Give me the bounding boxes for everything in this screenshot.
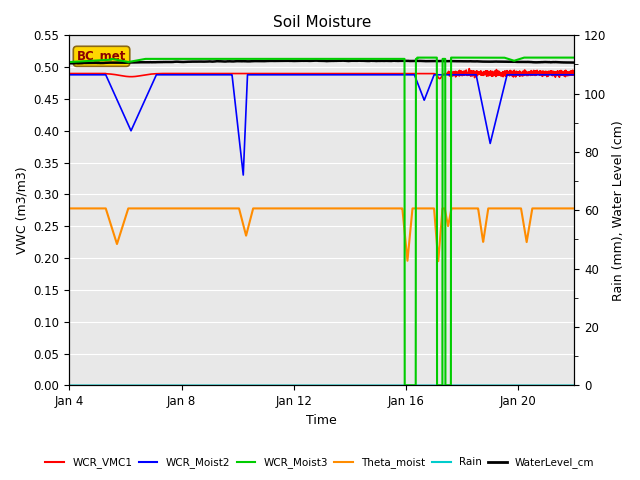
WCR_Moist3: [481, 55, 488, 60]
WCR_Moist3: [259, 56, 266, 62]
WaterLevel_cm: [481, 59, 488, 64]
WCR_VMC1: [436, 76, 444, 82]
Line: Theta_moist: Theta_moist: [69, 208, 574, 261]
Line: WaterLevel_cm: WaterLevel_cm: [69, 60, 574, 63]
Rain: [259, 383, 266, 388]
Theta_moist: [481, 229, 488, 235]
WCR_Moist2: [481, 113, 488, 119]
WCR_Moist2: [259, 72, 266, 78]
Theta_moist: [435, 258, 442, 264]
Theta_moist: [157, 205, 165, 211]
Title: Soil Moisture: Soil Moisture: [273, 15, 371, 30]
WCR_VMC1: [369, 71, 376, 76]
WCR_VMC1: [65, 71, 73, 76]
X-axis label: Time: Time: [307, 414, 337, 427]
WCR_VMC1: [259, 71, 266, 76]
Theta_moist: [394, 205, 401, 211]
Theta_moist: [259, 205, 266, 211]
WCR_VMC1: [157, 71, 165, 76]
WCR_Moist2: [239, 172, 247, 178]
WCR_Moist2: [442, 72, 450, 78]
WCR_VMC1: [442, 71, 450, 76]
WCR_VMC1: [481, 71, 488, 76]
Rain: [394, 383, 401, 388]
Theta_moist: [65, 205, 73, 211]
Theta_moist: [369, 205, 376, 211]
Text: BC_met: BC_met: [77, 50, 126, 63]
WCR_VMC1: [394, 71, 401, 76]
WaterLevel_cm: [369, 58, 376, 64]
WaterLevel_cm: [442, 58, 450, 64]
Theta_moist: [442, 214, 450, 219]
WaterLevel_cm: [259, 59, 266, 64]
Y-axis label: VWC (m3/m3): VWC (m3/m3): [15, 167, 28, 254]
Theta_moist: [570, 205, 578, 211]
Rain: [570, 383, 578, 388]
WaterLevel_cm: [65, 60, 73, 66]
WCR_Moist3: [413, 55, 421, 60]
Y-axis label: Rain (mm), Water Level (cm): Rain (mm), Water Level (cm): [612, 120, 625, 300]
WaterLevel_cm: [570, 60, 578, 65]
WCR_Moist3: [369, 56, 376, 62]
WCR_Moist3: [570, 55, 578, 60]
Rain: [442, 383, 450, 388]
WCR_Moist3: [157, 56, 165, 62]
Rain: [65, 383, 73, 388]
WaterLevel_cm: [157, 59, 165, 65]
Rain: [481, 383, 488, 388]
WCR_Moist2: [369, 72, 376, 78]
WCR_Moist2: [157, 72, 165, 78]
WCR_Moist3: [401, 383, 408, 388]
WaterLevel_cm: [312, 58, 319, 63]
WCR_Moist2: [65, 72, 73, 78]
Rain: [369, 383, 376, 388]
WCR_Moist2: [570, 72, 578, 78]
WCR_Moist3: [442, 383, 450, 388]
WCR_Moist2: [394, 72, 402, 78]
WCR_Moist3: [394, 56, 401, 62]
Legend: WCR_VMC1, WCR_Moist2, WCR_Moist3, Theta_moist, Rain, WaterLevel_cm: WCR_VMC1, WCR_Moist2, WCR_Moist3, Theta_…: [41, 453, 599, 472]
Line: WCR_Moist3: WCR_Moist3: [69, 58, 574, 385]
WCR_VMC1: [570, 71, 578, 76]
WaterLevel_cm: [394, 58, 402, 64]
Rain: [157, 383, 165, 388]
WCR_VMC1: [465, 66, 473, 72]
Line: WCR_Moist2: WCR_Moist2: [69, 75, 574, 175]
Line: WCR_VMC1: WCR_VMC1: [69, 69, 574, 79]
WCR_Moist3: [65, 59, 73, 65]
